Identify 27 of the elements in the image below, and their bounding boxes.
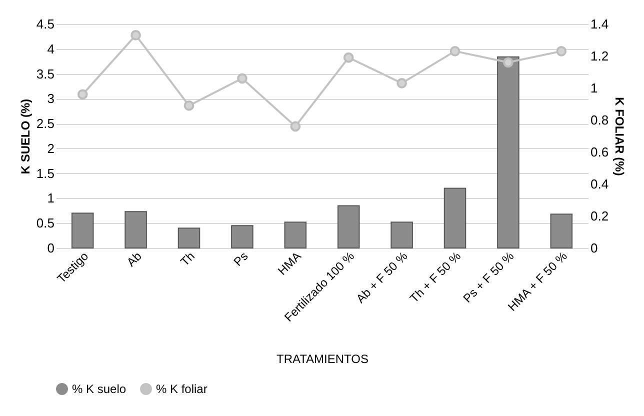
y2-tick-label: 1.2	[590, 48, 609, 64]
y2-tick-label: 0.8	[590, 112, 609, 128]
x-tick-label: Ps	[230, 249, 251, 269]
y2-tick-label: 0.6	[590, 144, 609, 160]
y2-tick-label: 0.4	[590, 176, 609, 192]
y-tick-label: 3.5	[36, 66, 54, 82]
y-tick-label: 3	[47, 91, 54, 106]
y2-tick-label: 0.2	[590, 208, 609, 224]
x-tick-label: Th	[178, 249, 198, 269]
y-tick-label: 4.5	[36, 16, 54, 32]
y2-tick-label: 1	[590, 80, 598, 96]
y-tick-label: 2.5	[36, 116, 54, 132]
legend-label: % K foliar	[156, 382, 208, 396]
y-axis-title: K SUELO (%)	[18, 98, 32, 174]
y2-tick-label: 0	[590, 240, 598, 256]
y-tick-label: 1.5	[36, 166, 54, 181]
y2-axis-title: K FOLIAR (%)	[612, 97, 627, 176]
y-tick-label: 4	[47, 41, 54, 56]
legend-label: % K suelo	[72, 382, 126, 396]
y2-tick-label: 1.4	[590, 16, 609, 32]
y-tick-label: 0	[47, 240, 54, 256]
y-tick-label: 0.5	[36, 216, 54, 231]
y-tick-label: 1	[47, 190, 54, 206]
y-tick-label: 2	[47, 140, 54, 156]
x-tick-label: Th + F 50 %	[407, 248, 464, 306]
x-tick-label: Ab	[124, 248, 145, 270]
x-axis-title: TRATAMIENTOS	[276, 352, 369, 366]
